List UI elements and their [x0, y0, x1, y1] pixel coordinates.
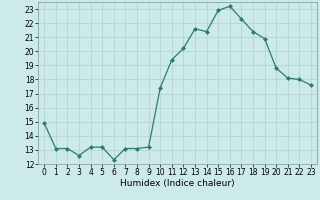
X-axis label: Humidex (Indice chaleur): Humidex (Indice chaleur) — [120, 179, 235, 188]
